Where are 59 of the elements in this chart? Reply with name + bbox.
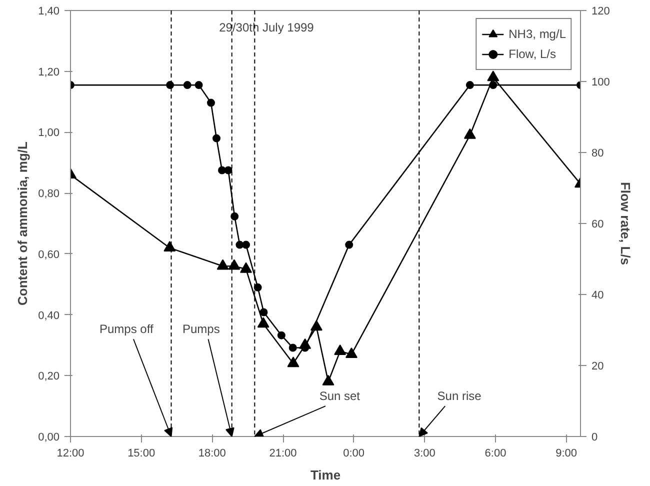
x-tick-label: 15:00 [128, 448, 156, 460]
y-tick-label: 1,40 [38, 6, 60, 18]
x-tick-label: 3:00 [414, 448, 436, 460]
point [216, 259, 229, 270]
y2-axis-title: Flow rate, L/s [618, 182, 633, 266]
point [257, 317, 270, 328]
text: 29/30th July 1999 [219, 20, 314, 34]
y-tick-label: 1,20 [38, 66, 60, 78]
point [287, 356, 300, 368]
ref-line-label: Sun set [319, 389, 361, 404]
point [230, 212, 239, 220]
y2-tick-label: 0 [592, 432, 598, 444]
point [183, 81, 192, 90]
y-tick-label: 0,40 [38, 310, 60, 322]
point [254, 283, 262, 292]
point [466, 81, 474, 90]
point [345, 240, 354, 249]
ref-line-label: Pumps off [99, 322, 154, 336]
point [260, 308, 268, 316]
y2-tick-label: 80 [592, 148, 604, 160]
y2-tick-label: 100 [592, 76, 610, 88]
point [242, 240, 250, 249]
x-axis-title: Time [310, 468, 341, 482]
x-tick-label: 21:00 [269, 448, 297, 460]
y-tick-label: 0,60 [38, 248, 60, 261]
x-tick-label: 9:00 [556, 448, 578, 460]
y2-tick-label: 120 [592, 6, 610, 18]
point [164, 240, 176, 252]
point [206, 98, 215, 107]
point [194, 81, 203, 90]
x-tick-label: 12:00 [56, 448, 84, 460]
x-tick-label: 18:00 [198, 448, 226, 460]
y2-tick-label: 20 [592, 360, 604, 372]
point [212, 134, 220, 142]
legend-label: Flow, L/s [508, 47, 556, 61]
y-tick-label: 0,20 [38, 370, 60, 383]
point [166, 81, 174, 90]
point [489, 81, 498, 90]
y-tick-label: 0,80 [38, 188, 60, 200]
point [224, 166, 232, 174]
point [334, 344, 346, 355]
legend-label: NH3, mg/L [508, 27, 566, 41]
point [277, 331, 286, 340]
point [288, 344, 297, 352]
point [228, 259, 240, 270]
ref-line-label: Sun rise [437, 389, 482, 404]
ref-line-label: Pumps [182, 322, 220, 336]
point [322, 374, 334, 386]
y2-tick-label: 40 [592, 290, 604, 302]
x-tick-label: 6:00 [484, 448, 506, 460]
y-tick-label: 1,00 [38, 127, 60, 140]
y-axis-title: Content of ammonia, mg/L [15, 141, 30, 306]
point [464, 128, 476, 139]
point [240, 262, 252, 273]
x-tick-label: 0:00 [343, 448, 365, 460]
y2-tick-label: 60 [592, 218, 604, 230]
y-tick-label: 0,00 [38, 432, 60, 444]
point [345, 347, 358, 358]
point [487, 70, 500, 82]
